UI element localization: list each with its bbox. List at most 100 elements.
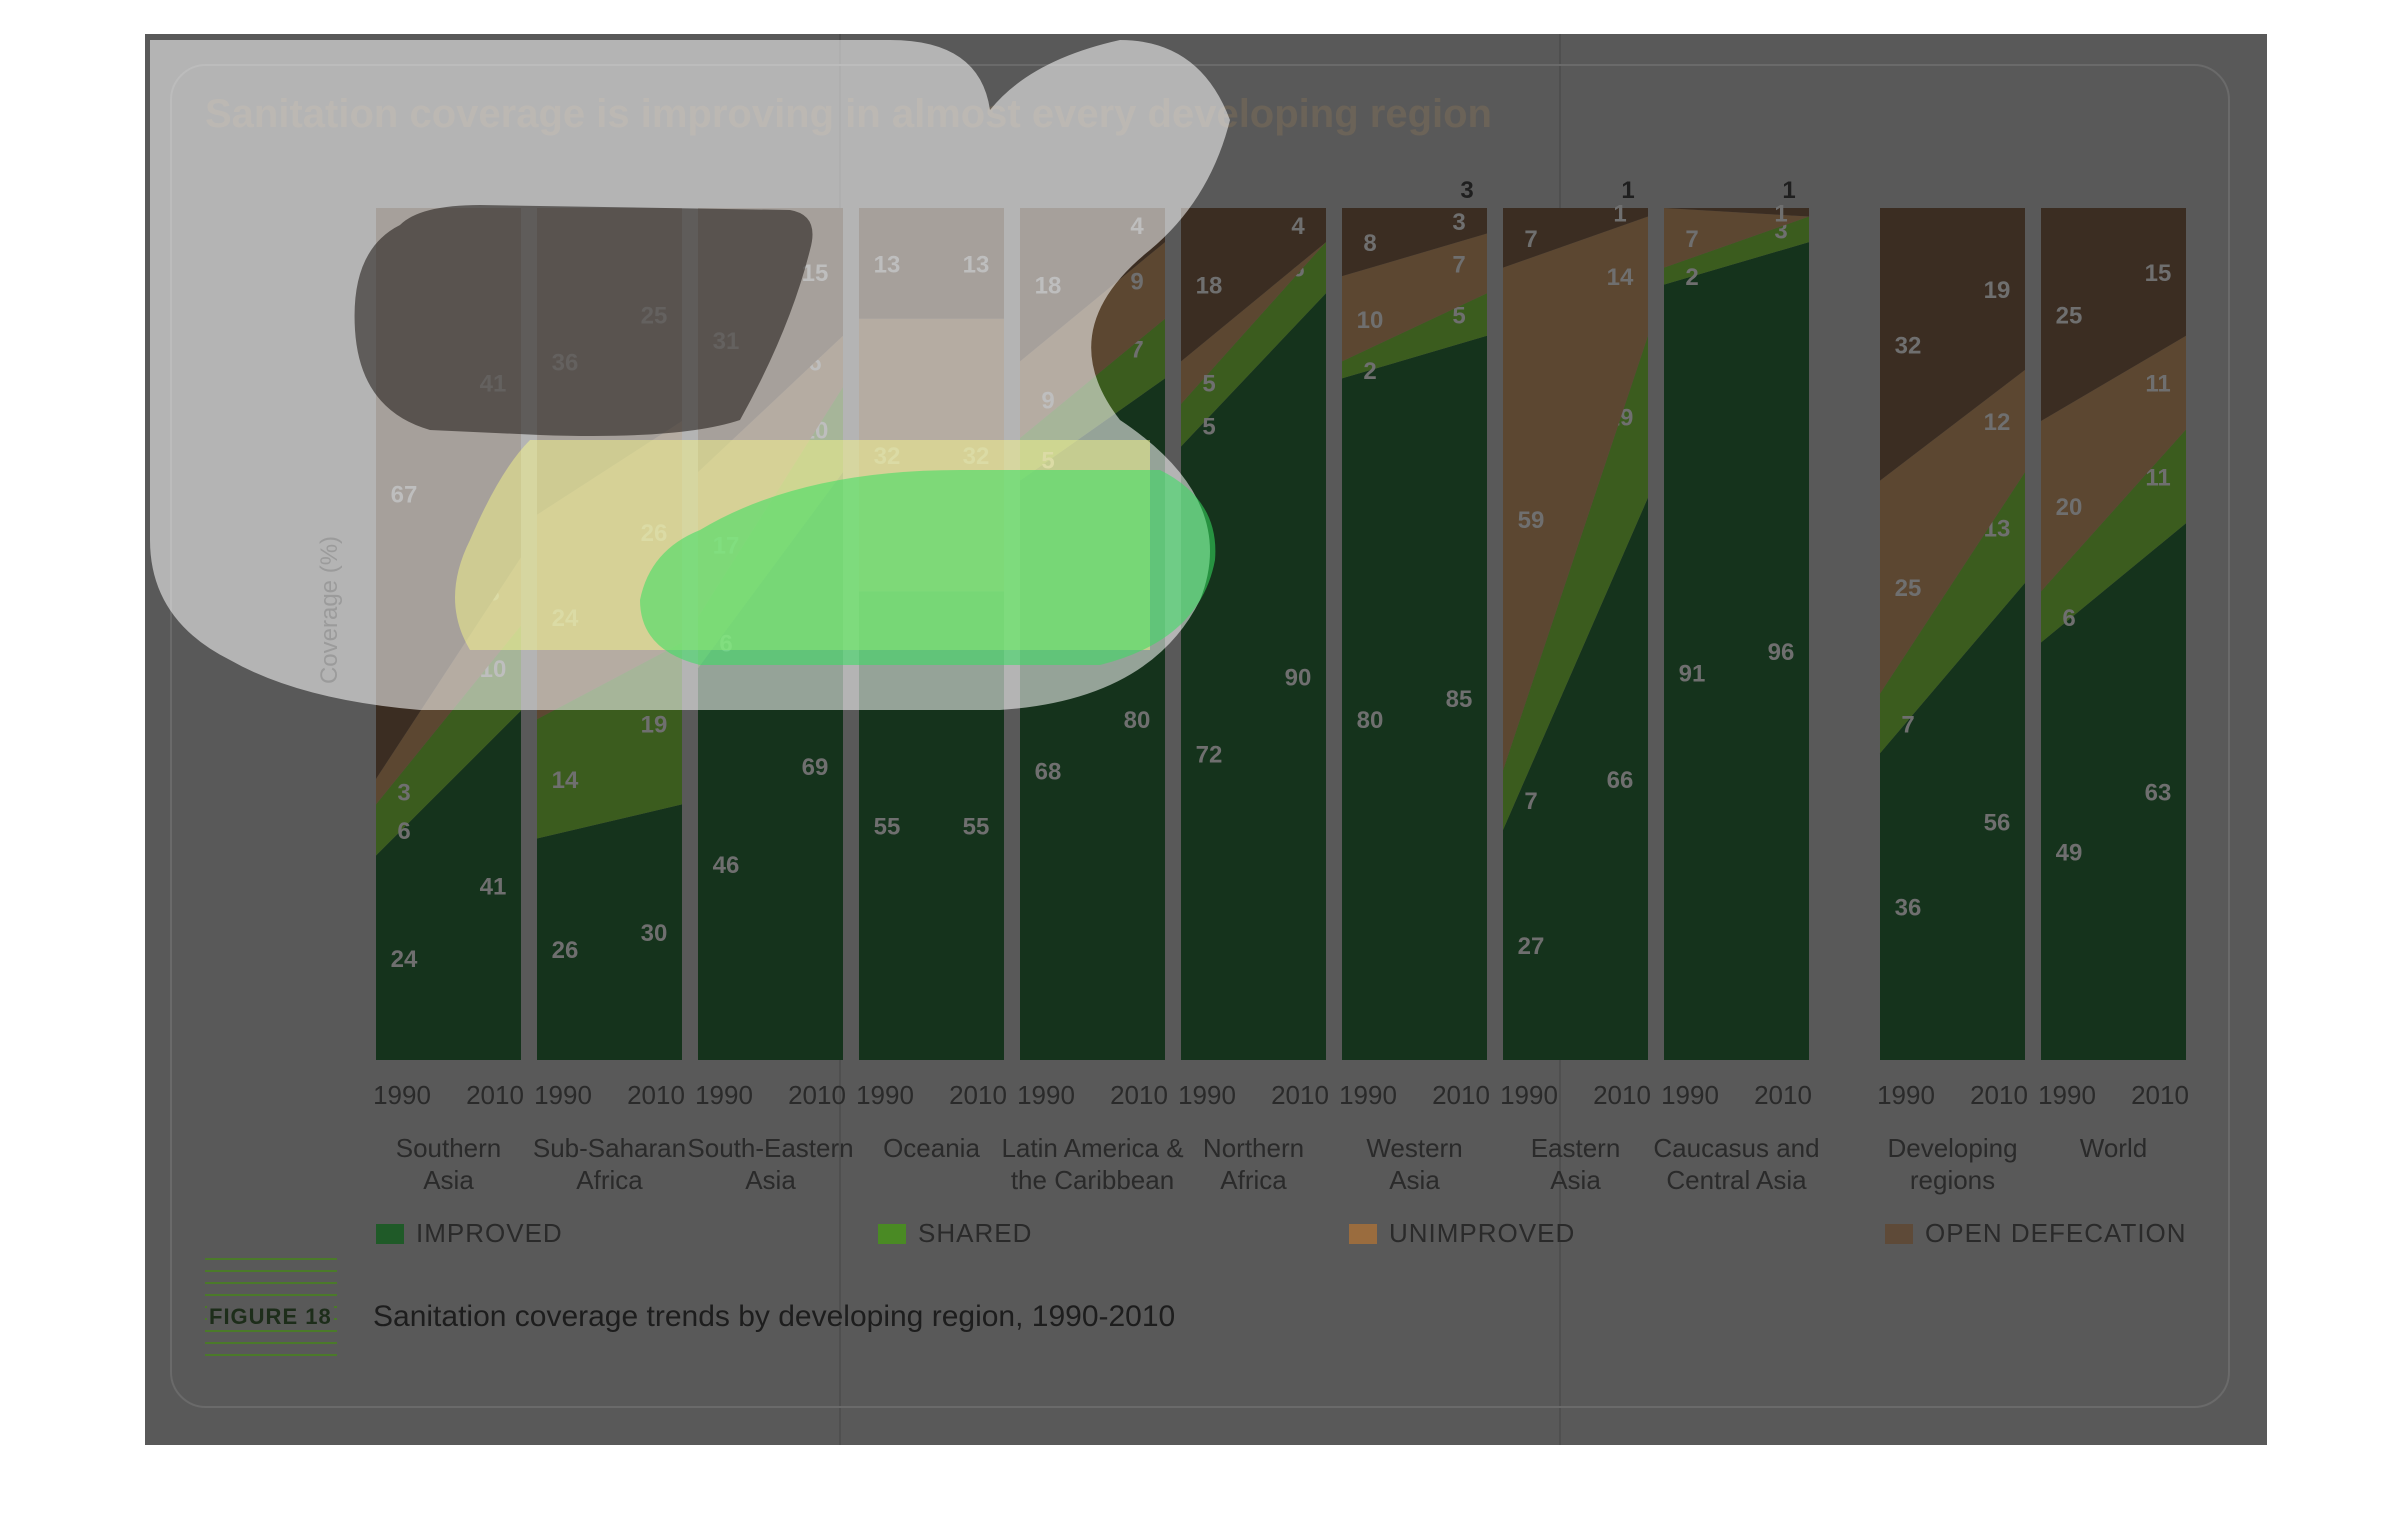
data-label: 36: [552, 349, 579, 376]
data-label: 13: [874, 251, 901, 278]
area-improved-9: [1880, 582, 2025, 1060]
area-improved-8: [1664, 242, 1809, 1060]
data-label: 25: [641, 303, 668, 330]
area-shared-10: [2041, 429, 2186, 643]
data-label: 5: [1041, 447, 1054, 474]
x-tick-label: 2010: [627, 1080, 685, 1110]
data-label: 5: [1202, 371, 1215, 398]
region-label: Asia: [745, 1165, 796, 1195]
data-label: 15: [802, 260, 829, 287]
x-tick-label: 1990: [1877, 1080, 1935, 1110]
data-label: 49: [2056, 839, 2083, 866]
area-shared-9: [1880, 472, 2025, 754]
data-label: 32: [963, 443, 990, 470]
data-label: 4: [1130, 213, 1144, 240]
region-label: Asia: [423, 1165, 474, 1195]
data-label: 7: [1685, 226, 1698, 253]
region-label: Latin America &: [1001, 1133, 1183, 1163]
data-label: 20: [2056, 494, 2083, 521]
data-label: 41: [480, 873, 507, 900]
legend-shared: SHARED: [878, 1218, 1032, 1249]
region-label: Sub-Saharan: [533, 1133, 686, 1163]
area-open_defecation-10: [2041, 208, 2186, 421]
region-label: Caucasus and: [1653, 1133, 1819, 1163]
x-tick-label: 2010: [466, 1080, 524, 1110]
y-axis-label: Coverage (%): [316, 536, 343, 684]
data-label: 14: [552, 767, 579, 794]
data-label: 7: [1901, 711, 1914, 738]
data-label: 3: [397, 780, 410, 807]
x-tick-label: 1990: [1661, 1080, 1719, 1110]
data-label: 31: [713, 328, 740, 355]
data-label: 1: [1774, 200, 1787, 227]
x-tick-label: 1990: [856, 1080, 914, 1110]
x-tick-label: 2010: [1754, 1080, 1812, 1110]
data-label: 25: [2056, 303, 2083, 330]
legend-swatch-open-defecation: [1885, 1223, 1913, 1244]
data-label: 7: [1452, 251, 1465, 278]
data-label: 32: [1895, 332, 1922, 359]
x-tick-label: 2010: [1593, 1080, 1651, 1110]
data-label: 11: [2145, 371, 2170, 398]
data-label: 69: [802, 754, 829, 781]
x-tick-label: 2010: [1110, 1080, 1168, 1110]
data-label: 14: [1607, 264, 1634, 291]
area-unimproved-8: [1664, 208, 1809, 268]
legend-label-shared: SHARED: [918, 1218, 1033, 1248]
x-tick-label: 2010: [949, 1080, 1007, 1110]
x-tick-label: 1990: [1339, 1080, 1397, 1110]
region-label: Developing: [1887, 1133, 2017, 1163]
data-label: 90: [1285, 665, 1312, 692]
area-open_defecation-8: [1664, 208, 1809, 217]
data-label: 4: [1291, 213, 1305, 240]
region-label: World: [2080, 1133, 2147, 1163]
data-label: 1: [1613, 200, 1626, 227]
data-label: 67: [391, 481, 418, 508]
area-shared-8: [1664, 216, 1809, 285]
data-label: 13: [963, 251, 990, 278]
legend-unimproved: UNIMPROVED: [1349, 1218, 1575, 1249]
area-unimproved-7: [1503, 216, 1648, 771]
region-label: Africa: [1220, 1165, 1287, 1195]
area-unimproved-9: [1880, 369, 2025, 694]
figure-caption: Sanitation coverage trends by developing…: [373, 1300, 1176, 1333]
area-unimproved-6: [1342, 233, 1487, 362]
data-label: 6: [719, 631, 732, 658]
region-label: Asia: [1550, 1165, 1601, 1195]
data-label: 8: [1363, 230, 1376, 257]
data-label: 32: [874, 443, 901, 470]
legend-label-improved: IMPROVED: [416, 1218, 563, 1248]
region-label: Southern: [396, 1133, 502, 1163]
legend-swatch-shared: [878, 1223, 906, 1244]
x-tick-label: 2010: [1432, 1080, 1490, 1110]
x-tick-label: 2010: [2131, 1080, 2189, 1110]
x-tick-label: 2010: [1970, 1080, 2028, 1110]
area-open_defecation-6: [1342, 208, 1487, 277]
area-improved-1: [537, 804, 682, 1060]
x-tick-label: 2010: [1271, 1080, 1329, 1110]
data-label: 10: [1357, 307, 1384, 334]
area-improved-7: [1503, 497, 1648, 1060]
data-label: 91: [1679, 660, 1706, 687]
data-label: 7: [1524, 226, 1537, 253]
data-label: 1: [1621, 177, 1634, 204]
data-label: 80: [1357, 707, 1384, 734]
data-label: 3: [1452, 209, 1465, 236]
region-label: Oceania: [883, 1133, 980, 1163]
region-label: Asia: [1389, 1165, 1440, 1195]
x-tick-label: 2010: [788, 1080, 846, 1110]
area-open_defecation-9: [1880, 208, 2025, 481]
data-label: 55: [874, 814, 901, 841]
legend-label-unimproved: UNIMPROVED: [1389, 1218, 1576, 1248]
area-shared-6: [1342, 293, 1487, 379]
data-label: 85: [1446, 686, 1473, 713]
legend-improved: IMPROVED: [376, 1218, 563, 1249]
data-label: 2: [1363, 358, 1376, 385]
legend-swatch-improved: [376, 1223, 404, 1244]
figure-number: FIGURE 18: [207, 1304, 334, 1330]
x-tick-label: 1990: [1178, 1080, 1236, 1110]
data-label: 66: [1607, 767, 1634, 794]
data-label: 80: [1124, 707, 1151, 734]
data-label: 24: [391, 946, 418, 973]
